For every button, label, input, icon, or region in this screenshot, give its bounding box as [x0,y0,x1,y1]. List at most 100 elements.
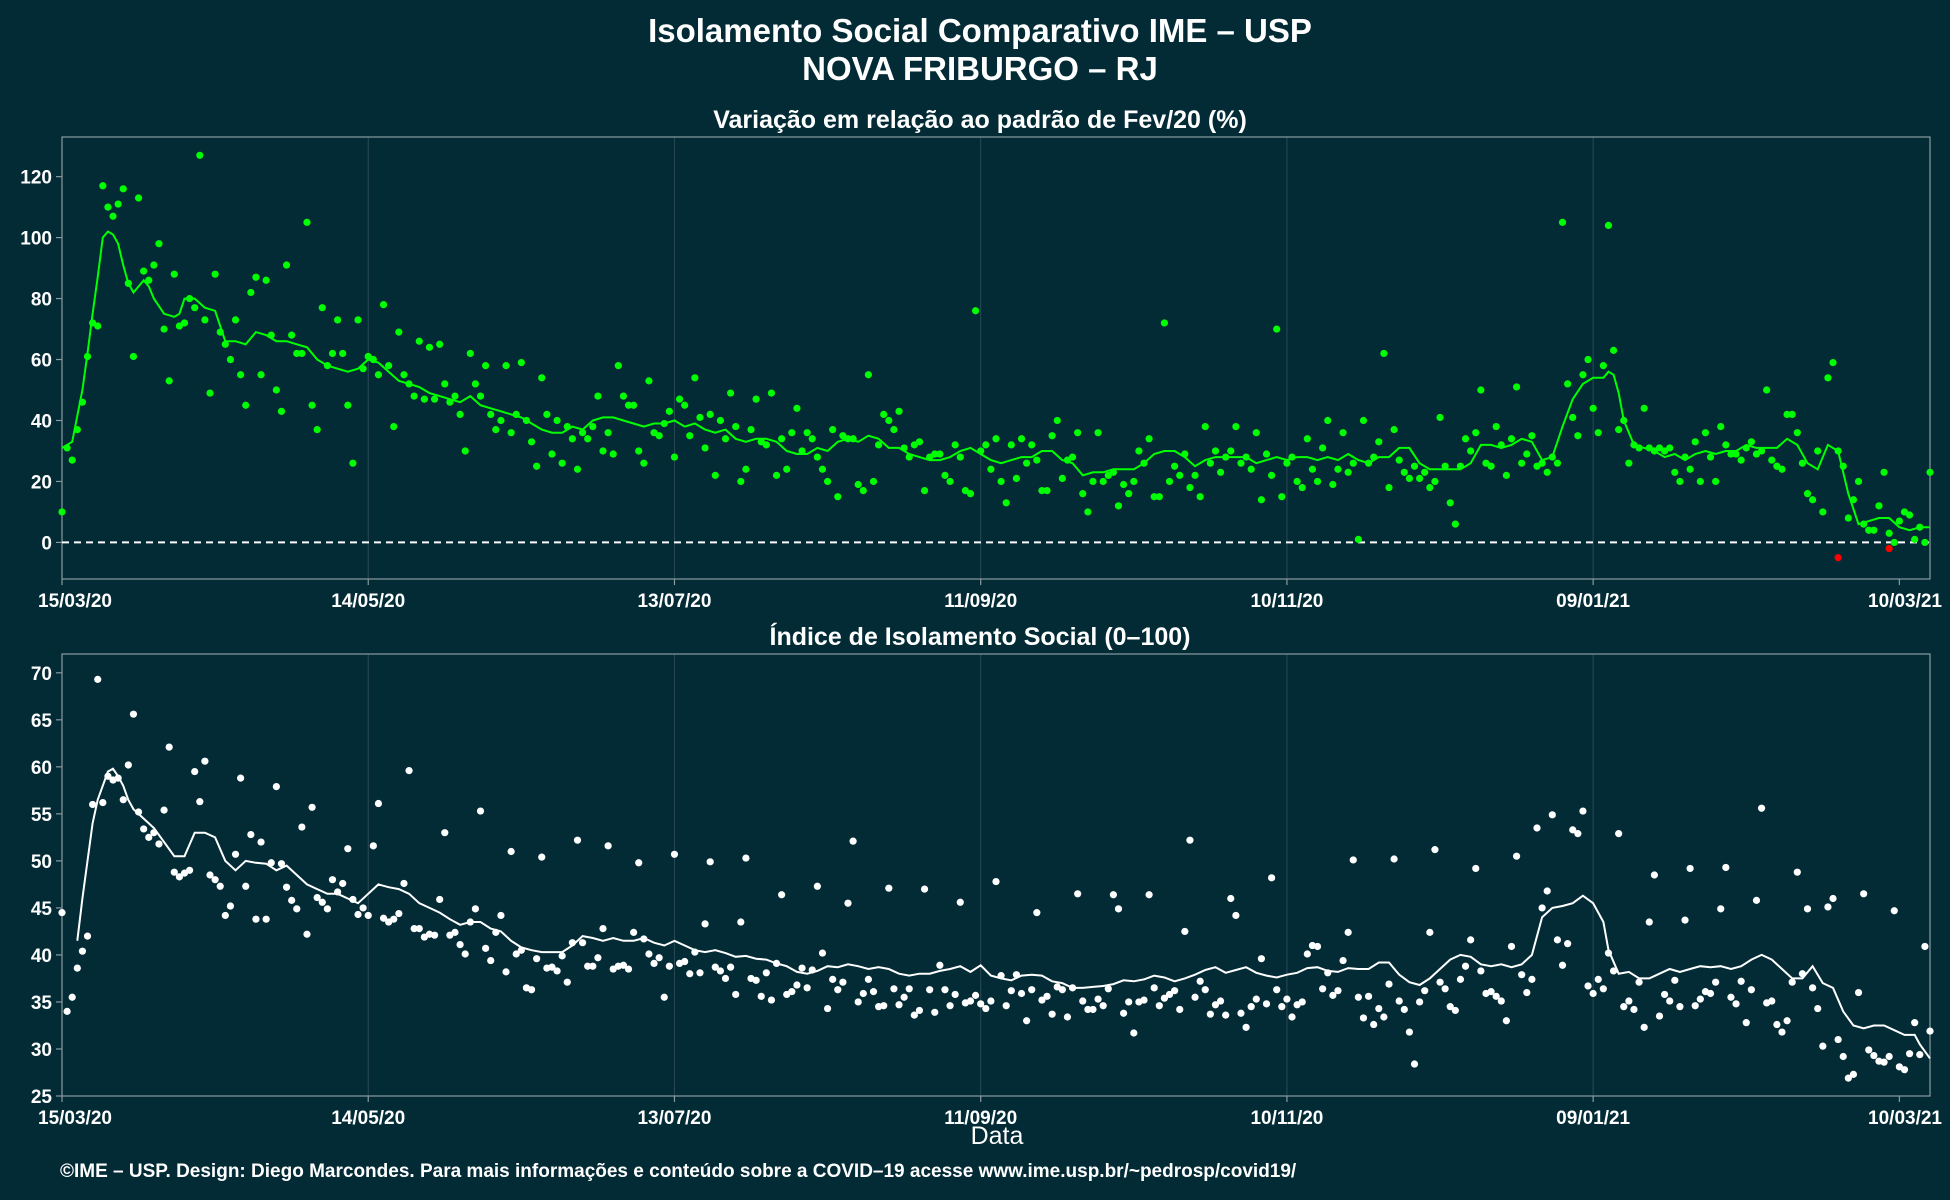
data-point [349,459,357,467]
data-point [778,435,786,443]
data-point [1135,447,1143,455]
data-point [303,218,311,226]
data-point [844,899,852,907]
data-point [1252,429,1260,437]
data-point [543,410,551,418]
data-point [1247,1003,1255,1011]
data-point [869,988,878,996]
data-point [1058,474,1066,483]
data-point [206,389,214,397]
data-point [1028,441,1036,449]
data-point [1461,962,1470,970]
data-point [630,928,638,936]
y-tick-label: 40 [31,946,52,967]
data-point [951,990,959,999]
data-point [487,956,495,965]
x-tick-label: 13/07/20 [637,591,711,612]
x-tick-label: 14/05/20 [331,1108,405,1129]
data-point [334,888,342,896]
data-point [1844,514,1852,522]
data-point [441,380,449,388]
data-point [1783,410,1791,418]
data-point [191,304,199,312]
data-point [859,487,867,495]
panel2-title: Índice de Isolamento Social (0–100) [770,622,1191,651]
data-point [471,905,480,913]
data-point [1017,435,1026,443]
y-tick-label: 30 [31,1040,52,1061]
data-point [191,767,199,776]
data-point [1023,459,1031,467]
data-point [609,450,617,458]
data-point [655,954,663,962]
data-point [1421,987,1429,995]
data-point [1645,918,1653,926]
data-point [114,200,122,208]
data-point [1860,520,1868,528]
data-point [1012,474,1021,483]
data-point [497,416,505,425]
data-point [1451,520,1459,528]
data-point [910,1011,918,1019]
data-point [762,969,770,977]
data-point [58,909,66,917]
data-point [410,392,418,400]
data-point [354,316,362,324]
data-point [395,328,403,336]
data-point [175,873,183,881]
data-point [1477,386,1485,394]
data-point [1727,450,1735,458]
data-point [1334,465,1342,473]
y-tick-label: 60 [31,351,52,372]
data-point [1186,483,1194,492]
data-point [1446,499,1454,507]
data-point [1548,453,1556,461]
data-point [721,974,730,983]
data-point [99,798,107,807]
data-point [1472,429,1480,437]
data-point [1737,977,1745,985]
data-point [1523,450,1531,458]
data-point [604,429,612,437]
data-point [578,939,587,947]
data-point [1783,1017,1791,1025]
data-point [339,349,347,358]
data-point [129,710,138,718]
data-point [1211,1001,1220,1009]
data-point [1543,468,1551,476]
data-point [1114,905,1123,913]
data-point [1119,1009,1128,1017]
data-point [1870,1051,1878,1060]
data-point [1181,450,1189,458]
data-point [451,928,459,936]
data-point [834,493,842,501]
data-point [1344,468,1352,476]
data-point [849,435,857,443]
data-point [599,447,607,455]
data-point [73,426,81,434]
data-point [711,471,719,479]
data-point [880,1002,888,1010]
data-point [1477,967,1485,975]
data-point [767,389,776,397]
data-point [1216,468,1225,476]
data-point [1339,956,1347,965]
data-point [1809,984,1817,992]
data-point [1747,438,1755,446]
data-point [1696,477,1704,486]
data-point [1063,1013,1072,1021]
data-point [818,465,827,473]
data-point [823,1004,832,1013]
data-point [1288,1013,1296,1021]
data-point [1854,988,1863,997]
data-point [1625,997,1633,1005]
data-point [1227,447,1235,455]
data-point [456,410,464,418]
data-point [1686,465,1694,473]
data-point [548,963,556,971]
x-tick-label: 11/09/20 [944,1108,1017,1129]
data-point [252,915,260,923]
data-point [221,340,229,348]
data-point [992,435,1000,443]
data-point [635,447,643,455]
